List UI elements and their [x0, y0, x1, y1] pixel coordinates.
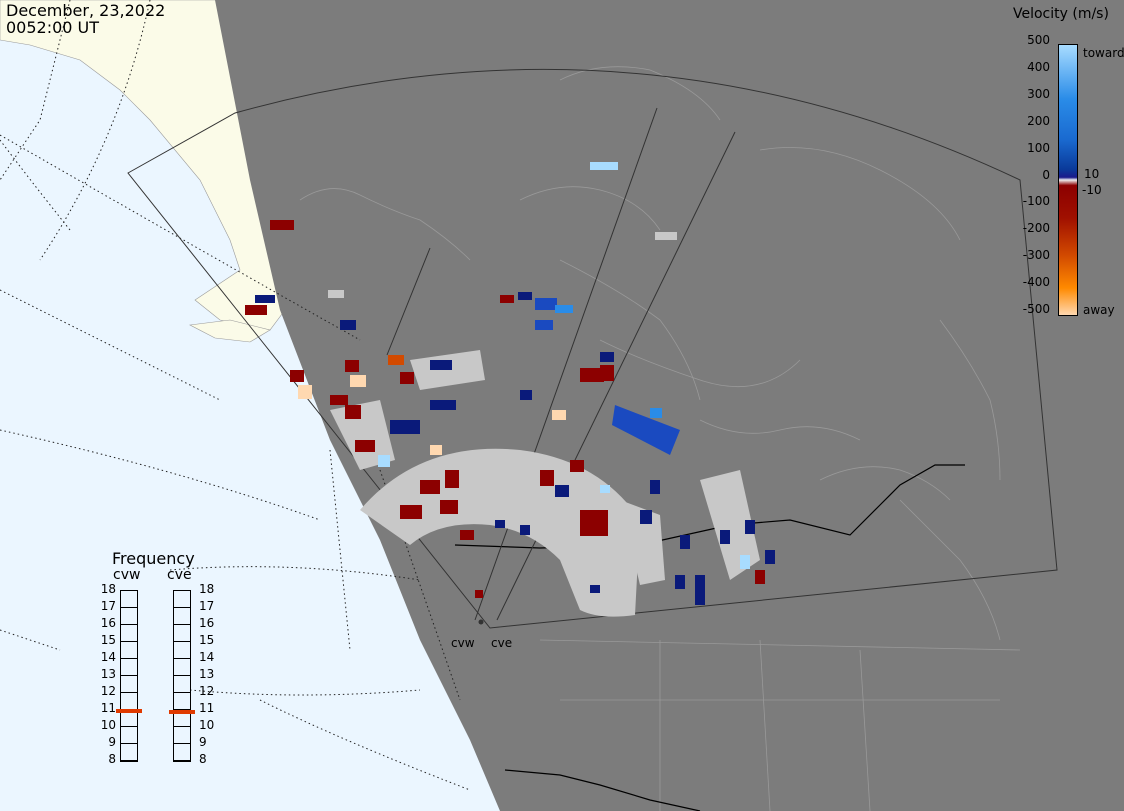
night-region	[215, 0, 1124, 811]
frequency-scale-label: 18	[100, 582, 116, 596]
colorbar-tick: -400	[1022, 275, 1050, 290]
frequency-scale-label: 13	[100, 667, 116, 681]
colorbar-title: Velocity (m/s)	[1013, 6, 1109, 22]
frequency-scale-label: 13	[199, 667, 215, 681]
colorbar-tick: -200	[1022, 221, 1050, 236]
coastlines	[299, 66, 1021, 811]
aleutian-land	[189, 319, 271, 343]
frequency-scale-label: 17	[199, 599, 215, 613]
frequency-scale-label: 9	[199, 735, 207, 749]
colorbar-tick: 400	[1027, 59, 1050, 74]
radar-label-cve: cve	[491, 636, 513, 650]
frequency-scale-label: 10	[199, 718, 215, 732]
colorbar-tick: 100	[1027, 140, 1050, 155]
colorbar-tick: 300	[1027, 86, 1050, 101]
frequency-scale-label: 10	[100, 718, 116, 732]
colorbar-tick: 200	[1027, 113, 1050, 128]
colorbar-tick: -500	[1022, 302, 1050, 316]
frequency-scale-label: 16	[199, 616, 215, 630]
frequency-scale-label: 8	[108, 752, 116, 766]
timestamp-date: December, 23,2022	[6, 1, 166, 20]
frequency-radar-cve: cve	[167, 567, 192, 583]
colorbar-inner-label-neg: -10	[1082, 183, 1102, 197]
frequency-scale-label: 15	[199, 633, 215, 647]
frequency-scale-label: 11	[100, 701, 116, 715]
frequency-scale-label: 9	[108, 735, 116, 749]
colorbar-tick: 0	[1042, 167, 1050, 182]
frequency-title: Frequency	[112, 549, 195, 568]
colorbar-inner-label-pos: 10	[1084, 167, 1100, 181]
frequency-scale-label: 17	[100, 599, 116, 613]
frequency-scale-label: 16	[100, 616, 116, 630]
frequency-scale-label: 12	[100, 684, 116, 698]
frequency-marker	[169, 710, 195, 715]
map-grid	[0, 0, 471, 791]
frequency-scale-label: 11	[199, 701, 215, 715]
frequency-marker	[116, 708, 142, 713]
frequency-column-box	[173, 590, 191, 762]
away-label: away	[1083, 303, 1115, 317]
frequency-scale-label: 12	[199, 684, 215, 698]
colorbar	[1058, 44, 1078, 316]
timestamp-time: 0052:00 UT	[6, 18, 100, 37]
frequency-scale-label: 14	[100, 650, 116, 664]
radar-site-dot	[478, 619, 484, 625]
velocity-cells	[245, 162, 775, 605]
frequency-scale-label: 15	[100, 633, 116, 647]
frequency-scale-label: 18	[199, 582, 215, 596]
frequency-radar-cvw: cvw	[113, 567, 141, 583]
colorbar-tick: -100	[1022, 194, 1050, 209]
frequency-scale-label: 8	[199, 752, 207, 766]
frequency-column-box	[120, 590, 138, 762]
colorbar-tick: 500	[1027, 33, 1050, 47]
radar-label-cvw: cvw	[451, 636, 475, 650]
toward-label: toward	[1083, 46, 1124, 60]
colorbar-tick: -300	[1022, 248, 1050, 263]
frequency-scale-label: 14	[199, 650, 215, 664]
